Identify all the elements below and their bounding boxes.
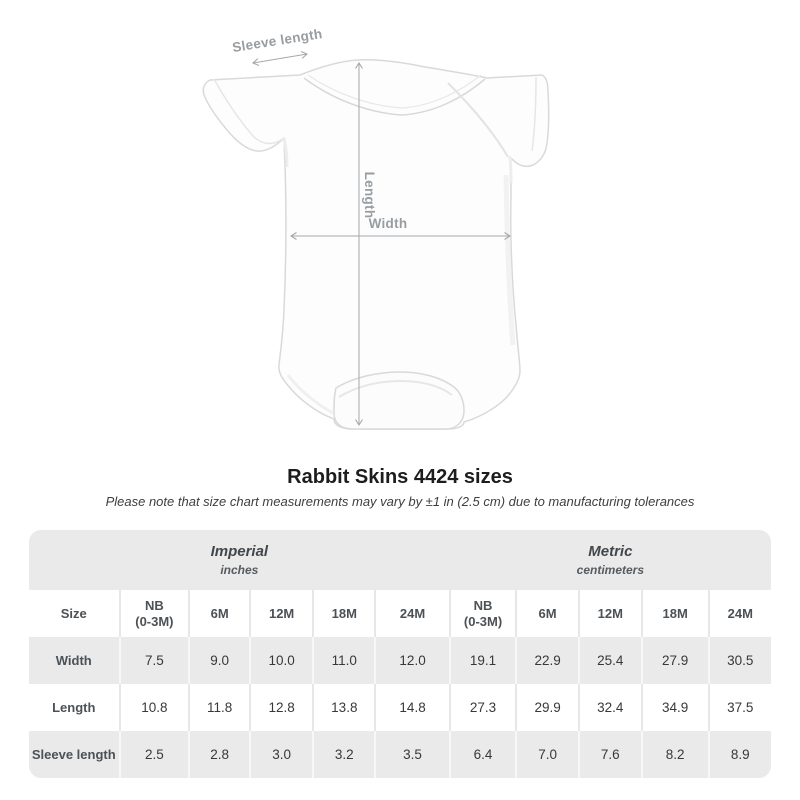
size-column-header: Size [60, 605, 87, 621]
col-header-metric-6m: 6M [515, 590, 579, 637]
table-row-sleeve-length: Sleeve length 2.5 2.8 3.0 3.2 3.5 6.4 7.… [29, 731, 771, 778]
bodysuit-neckline [303, 77, 486, 116]
size-chart-table: Imperial inches Metric centimeters Size … [29, 530, 771, 778]
bodysuit-neck-binding [307, 74, 482, 109]
metric-sublabel: centimeters [576, 563, 645, 577]
table-row-length: Length 10.8 11.8 12.8 13.8 14.8 27.3 29.… [29, 684, 771, 731]
cell: 7.5 [118, 637, 190, 684]
cell: 3.2 [312, 731, 376, 778]
col-header-metric-12m: 12M [577, 590, 642, 637]
metric-label: Metric [588, 543, 633, 560]
cell: 10.0 [249, 637, 314, 684]
page-title: Rabbit Skins 4424 sizes [287, 466, 513, 488]
col-header-imperial-12m: 12M [249, 590, 314, 637]
cell: 19.1 [448, 637, 517, 684]
cell: 2.8 [188, 731, 251, 778]
hip-shading [286, 374, 334, 415]
cell: 6.4 [448, 731, 517, 778]
cell: 12.8 [249, 684, 314, 731]
cell: 8.2 [640, 731, 709, 778]
length-label: Length [362, 172, 377, 219]
cell: 7.6 [577, 731, 642, 778]
right-sleeve-cuff-line [531, 76, 537, 152]
cell: 27.9 [640, 637, 709, 684]
bodysuit-illustration: Sleeve length Length Width [202, 26, 550, 430]
cell: 27.3 [448, 684, 517, 731]
cell: 34.9 [640, 684, 709, 731]
cell: 29.9 [515, 684, 579, 731]
cell: 32.4 [577, 684, 642, 731]
cell: 11.0 [312, 637, 376, 684]
col-header-imperial-nb: NB (0-3M) [118, 590, 190, 637]
size-diagram: Sleeve length Length Width [180, 25, 620, 450]
cell: 3.5 [374, 731, 450, 778]
cell: 8.9 [707, 731, 771, 778]
cell: 3.0 [249, 731, 314, 778]
crotch-flap-binding [338, 379, 453, 398]
cell: 12.0 [374, 637, 450, 684]
unit-groups-row: Imperial inches Metric centimeters [29, 530, 771, 590]
col-header-metric-24m: 24M [707, 590, 771, 637]
row-label: Sleeve length [31, 747, 116, 762]
cell: 10.8 [118, 684, 190, 731]
col-header-imperial-24m: 24M [374, 590, 450, 637]
right-underarm-shadow [508, 156, 513, 184]
lap-shoulder-fold [447, 82, 509, 158]
col-header-metric-18m: 18M [640, 590, 709, 637]
cell: 2.5 [118, 731, 190, 778]
cell: 13.8 [312, 684, 376, 731]
col-header-imperial-18m: 18M [312, 590, 376, 637]
imperial-sublabel: inches [220, 563, 259, 577]
col-header-metric-nb: NB (0-3M) [448, 590, 517, 637]
cell: 37.5 [707, 684, 771, 731]
cell: 9.0 [188, 637, 251, 684]
left-sleeve-cuff-line [213, 78, 285, 145]
tolerance-note: Please note that size chart measurements… [105, 494, 695, 509]
torso-shading [503, 174, 516, 346]
cell: 30.5 [707, 637, 771, 684]
width-label: Width [369, 216, 408, 231]
cell: 22.9 [515, 637, 579, 684]
row-label: Width [55, 653, 92, 668]
col-header-imperial-6m: 6M [188, 590, 251, 637]
unit-group-metric: Metric centimeters [450, 530, 771, 590]
imperial-label: Imperial [210, 543, 269, 560]
cell: 11.8 [188, 684, 251, 731]
size-header-row: Size NB (0-3M) 6M 12M 18M 24M NB (0-3M) … [29, 590, 771, 637]
cell: 25.4 [577, 637, 642, 684]
sleeve-measure-line [251, 50, 309, 67]
cell: 14.8 [374, 684, 450, 731]
sleeve-length-label: Sleeve length [231, 26, 323, 55]
unit-group-imperial: Imperial inches [29, 530, 450, 590]
row-label: Length [52, 700, 96, 715]
cell: 7.0 [515, 731, 579, 778]
left-underarm-shadow [282, 137, 289, 168]
table-row-width: Width 7.5 9.0 10.0 11.0 12.0 19.1 22.9 2… [29, 637, 771, 684]
